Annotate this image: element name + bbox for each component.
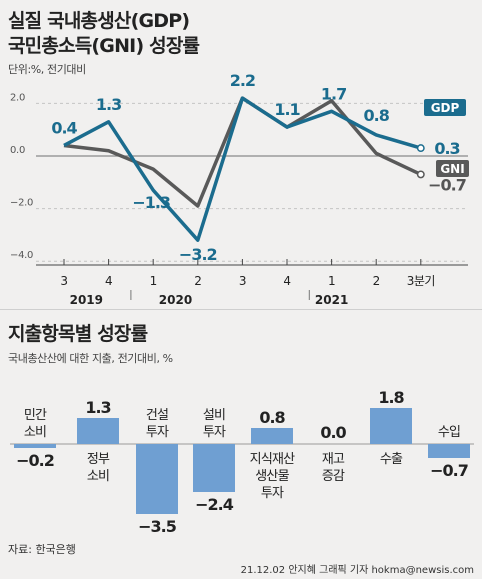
gdp-data-label: 1.1 <box>274 100 300 119</box>
gni-end-marker <box>416 170 425 179</box>
x-tick-label: 3분기 <box>407 274 435 288</box>
section-divider <box>0 309 482 310</box>
year-label: 2020 <box>159 293 192 307</box>
bar-category-label: 소비 <box>87 469 109 484</box>
bar-category-label: 설비 <box>203 408 225 423</box>
bar <box>77 418 119 444</box>
bar <box>251 428 293 444</box>
bar-value-label: 0.8 <box>259 408 285 427</box>
bar-chart: −0.2민간소비1.3정부소비−3.5건설투자−2.4설비투자0.8지식재산생산… <box>10 388 474 536</box>
y-tick-label: 2.0 <box>10 92 25 103</box>
year-label: 2021 <box>315 293 348 307</box>
bar-value-label: 0.0 <box>320 423 346 442</box>
bar <box>193 444 235 492</box>
bar-category-label: 정부 <box>87 452 110 467</box>
legend-gdp-label: GDP <box>431 101 460 115</box>
y-tick-label: 0.0 <box>10 145 25 156</box>
legend-gni-swatch <box>436 160 469 177</box>
bar-category-label: 투자 <box>203 425 226 440</box>
x-tick-label: 1 <box>150 274 157 288</box>
line-chart-subtitle: 국민총소득(GNI) 성장률 <box>8 35 200 57</box>
gdp-data-label: 0.4 <box>51 118 77 137</box>
line-chart-title: 실질 국내총생산(GDP) <box>8 10 190 32</box>
gdp-data-label: −3.2 <box>179 245 217 264</box>
bar <box>14 444 56 448</box>
bar-value-label: 1.3 <box>85 398 110 417</box>
bar-chart-subtitle: 국내총산산에 대한 지출, 전기대비, % <box>8 352 173 365</box>
gdp-end-marker <box>416 144 425 153</box>
y-tick-label: −2.0 <box>10 198 33 209</box>
bar-category-label: 투자 <box>261 486 284 501</box>
bar-value-label: −0.2 <box>16 451 54 470</box>
bar-value-label: −0.7 <box>430 461 468 480</box>
bar-category-label: 건설 <box>146 408 168 423</box>
gdp-end-label: 0.3 <box>434 139 459 158</box>
gni-end-label: −0.7 <box>428 175 466 194</box>
gdp-data-label: 1.3 <box>96 95 121 114</box>
bar-value-label: −3.5 <box>138 517 177 536</box>
bar-category-label: 수입 <box>438 425 460 440</box>
x-tick-label: 1 <box>328 274 335 288</box>
y-tick-label: −4.0 <box>10 250 33 261</box>
credit-note: 21.12.02 안지혜 그래픽 기자 hokma@newsis.com <box>240 565 474 576</box>
bar-category-label: 투자 <box>146 425 169 440</box>
x-tick-label: 2 <box>373 274 380 288</box>
gdp-data-label: 2.2 <box>230 71 255 90</box>
bar <box>370 408 412 444</box>
x-tick-label: 3 <box>60 274 67 288</box>
line-chart: 2.0 0.0 −2.0 −4.0 3 4 1 2 3 4 1 2 3분기 2019 2020 2021 0.4… <box>10 71 469 307</box>
gdp-line <box>63 96 422 242</box>
gdp-data-label: 1.7 <box>321 84 346 103</box>
bar-category-label: 수출 <box>380 452 403 467</box>
gdp-data-label: −1.3 <box>132 193 170 212</box>
bar-category-label: 재고 <box>322 452 345 467</box>
bar-value-label: 1.8 <box>378 388 404 407</box>
legend-gdp-swatch <box>424 99 466 116</box>
bar-category-label: 소비 <box>24 425 46 440</box>
x-tick-label: 3 <box>239 274 246 288</box>
legend-gni-label: GNI <box>440 162 464 176</box>
bar <box>136 444 178 514</box>
bar-category-label: 증감 <box>322 469 345 484</box>
bar <box>428 444 470 458</box>
bar-chart-title: 지출항목별 성장률 <box>8 323 148 345</box>
bar-category-label: 지식재산 <box>250 452 295 467</box>
source-note: 자료: 한국은행 <box>8 543 76 556</box>
gdp-data-label: 0.8 <box>364 106 390 125</box>
bar-value-label: −2.4 <box>195 495 234 514</box>
x-tick-label: 4 <box>105 274 112 288</box>
bar-category-label: 민간 <box>24 408 47 423</box>
bar-category-label: 생산물 <box>255 469 289 484</box>
x-tick-label: 4 <box>283 274 290 288</box>
x-tick-label: 2 <box>194 274 201 288</box>
line-chart-unit-note: 단위:%, 전기대비 <box>8 63 86 76</box>
year-label: 2019 <box>70 293 103 307</box>
